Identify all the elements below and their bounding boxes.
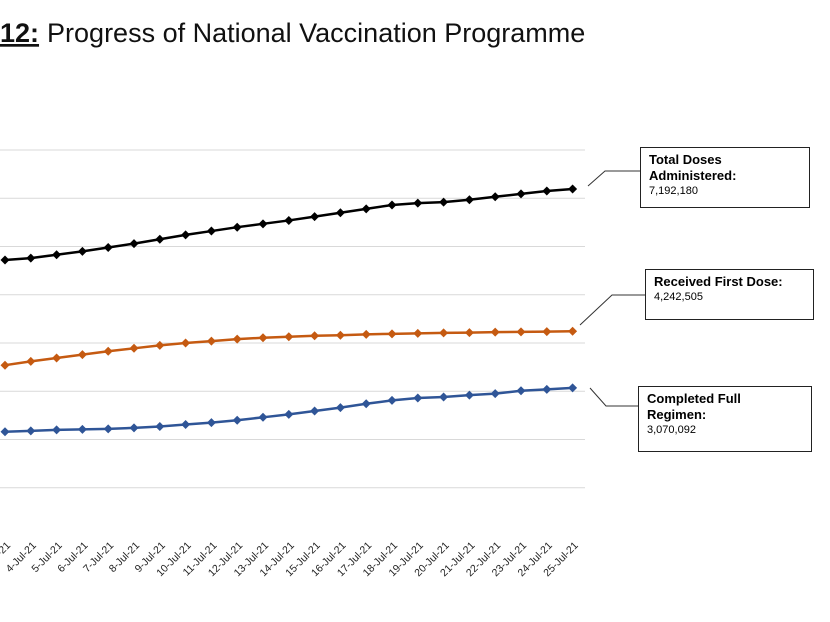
- marker: [361, 329, 371, 339]
- marker: [258, 412, 268, 422]
- legend-label: Received First Dose:: [654, 274, 783, 289]
- title-prefix: 12:: [0, 18, 39, 48]
- marker: [284, 332, 294, 342]
- marker: [439, 197, 449, 207]
- marker: [387, 395, 397, 405]
- marker: [387, 200, 397, 210]
- end-value-label: 7,192,180: [649, 185, 698, 197]
- marker: [103, 424, 113, 434]
- marker: [181, 230, 191, 240]
- marker: [0, 360, 10, 370]
- marker: [413, 198, 423, 208]
- marker: [310, 212, 320, 222]
- annotation-box: Received First Dose: 4,242,505: [645, 269, 814, 320]
- marker: [103, 242, 113, 252]
- marker: [232, 334, 242, 344]
- marker: [464, 195, 474, 205]
- marker: [232, 415, 242, 425]
- marker: [335, 403, 345, 413]
- marker: [129, 423, 139, 433]
- marker: [490, 327, 500, 337]
- marker: [129, 343, 139, 353]
- marker: [413, 328, 423, 338]
- marker: [361, 204, 371, 214]
- marker: [516, 189, 526, 199]
- marker: [439, 392, 449, 402]
- marker: [284, 409, 294, 419]
- marker: [284, 215, 294, 225]
- end-value-label: 4,242,505: [654, 291, 703, 303]
- legend-label: Total Doses Administered:: [649, 152, 737, 183]
- marker: [77, 350, 87, 360]
- marker: [26, 253, 36, 263]
- marker: [26, 426, 36, 436]
- marker: [129, 239, 139, 249]
- marker: [52, 425, 62, 435]
- title-text: Progress of National Vaccination Program…: [47, 18, 585, 48]
- marker: [258, 333, 268, 343]
- marker: [52, 250, 62, 260]
- marker: [568, 184, 578, 194]
- marker: [206, 336, 216, 346]
- marker: [52, 353, 62, 363]
- marker: [568, 383, 578, 393]
- marker: [26, 356, 36, 366]
- marker: [490, 389, 500, 399]
- marker: [335, 208, 345, 218]
- series-line: [4, 386, 573, 434]
- marker: [361, 399, 371, 409]
- marker: [77, 424, 87, 434]
- marker: [464, 328, 474, 338]
- marker: [516, 327, 526, 337]
- marker: [335, 330, 345, 340]
- marker: [206, 226, 216, 236]
- connector: [587, 170, 640, 187]
- connector: [589, 387, 638, 407]
- annotation-box: Total Doses Administered: 7,192,180: [640, 147, 810, 208]
- marker: [155, 421, 165, 431]
- marker: [542, 327, 552, 337]
- marker: [206, 418, 216, 428]
- marker: [464, 390, 474, 400]
- marker: [439, 328, 449, 338]
- connector: [579, 294, 645, 326]
- marker: [181, 338, 191, 348]
- legend-label: Completed Full Regimen:: [647, 391, 741, 422]
- marker: [232, 222, 242, 232]
- marker: [516, 386, 526, 396]
- marker: [155, 234, 165, 244]
- marker: [490, 192, 500, 202]
- marker: [155, 340, 165, 350]
- marker: [103, 346, 113, 356]
- marker: [568, 326, 578, 336]
- marker: [387, 329, 397, 339]
- marker: [542, 186, 552, 196]
- marker: [413, 393, 423, 403]
- annotation-box: Completed Full Regimen: 3,070,092: [638, 386, 812, 452]
- marker: [258, 219, 268, 229]
- marker: [0, 427, 10, 437]
- marker: [181, 420, 191, 430]
- chart-title: 12: Progress of National Vaccination Prog…: [0, 18, 585, 48]
- marker: [0, 255, 10, 265]
- marker: [77, 246, 87, 256]
- end-value-label: 3,070,092: [647, 424, 696, 436]
- marker: [310, 406, 320, 416]
- marker: [542, 384, 552, 394]
- marker: [310, 331, 320, 341]
